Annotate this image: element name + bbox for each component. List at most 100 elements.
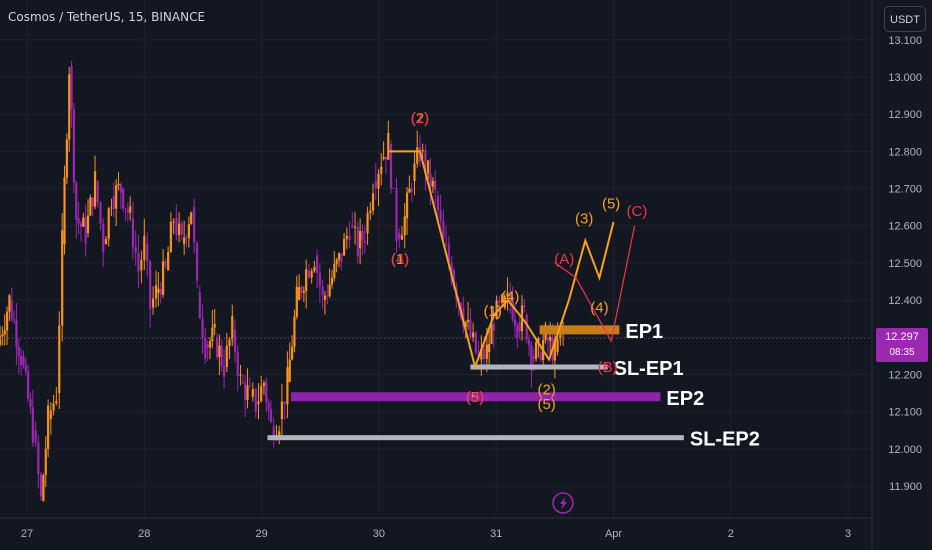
candle-body [122,188,125,209]
current-price-value: 12.297 [885,331,919,343]
candle-body [321,286,324,295]
x-tick-label: Apr [605,528,622,540]
candle-body [131,218,135,247]
candle-body [10,300,13,320]
x-tick-label: 29 [255,528,267,540]
candle-body [154,285,158,299]
candle-body [22,355,25,366]
lightning-icon [552,492,574,514]
candle-body [47,405,50,449]
x-tick-label: 31 [490,528,502,540]
candle-body [556,339,559,353]
symbol-title: Cosmos / TetherUS, 15, BINANCE [8,10,206,24]
candle-body [102,223,105,253]
candle-body [70,65,73,110]
candle-body [532,355,535,359]
candle-body [537,338,540,343]
candle-body [361,231,364,241]
candle-body [0,336,2,345]
candle-body [185,237,188,239]
candle-body [75,182,78,221]
candle-body [220,345,223,367]
candle-body [345,235,348,239]
candle-body [421,149,424,152]
candle-body [244,382,247,400]
candle-body [213,324,216,328]
candle-body [63,177,66,245]
candle-body [239,374,242,376]
candle-body [477,352,480,356]
candle-body [183,237,186,245]
candle-body [233,329,237,353]
candle-body [17,346,20,356]
candle-body [310,271,313,278]
candle-body [318,272,321,287]
level-label-ep2: EP2 [666,388,704,410]
candle-body [161,261,165,295]
wave-label: (4) [501,288,519,305]
candle-body [363,240,366,243]
candle-body [55,400,58,404]
candle-body [72,109,76,183]
candle-body [447,244,450,263]
candle-body [466,319,470,323]
y-tick-label: 12.000 [888,444,922,456]
candle-body [248,385,251,387]
wave-label: (A) [554,251,574,268]
candle-body [283,401,286,405]
candle-body [15,320,18,347]
candle-body [382,156,385,159]
candle-body [359,231,362,249]
wave-label: (1) [484,303,502,320]
candle-body [392,188,395,190]
wave-label: (1) [411,110,429,127]
candle-body [513,319,517,326]
candle-body [146,244,149,262]
candle-body [328,284,331,297]
candle-body [326,295,329,297]
candle-body [82,217,85,227]
candle-body [387,132,390,160]
y-tick-label: 12.600 [888,221,922,233]
level-label-sl-ep1: SL-EP1 [614,358,684,380]
candle-body [549,336,552,341]
candle-body [126,209,129,213]
candle-body [37,442,40,475]
candle-body [337,253,341,260]
candle-body [333,263,336,278]
candle-body [96,181,99,203]
candle-body [211,327,214,342]
candle-body [302,290,305,293]
candle-body [348,235,351,241]
wave-label: (5) [537,396,555,413]
candle-body [300,287,303,293]
candle-body [369,210,372,214]
candle-body [403,216,406,236]
currency-button[interactable]: USDT [884,6,926,32]
candle-body [8,295,11,312]
candle-body [169,221,172,253]
candle-body [429,173,432,187]
candle-body [503,296,506,308]
candle-body [117,183,120,186]
candle-body [559,329,562,340]
level-ep1 [539,325,620,335]
candle-body [523,305,526,308]
wave-label: (4) [391,251,409,268]
wave-label: (5) [602,195,620,212]
candle-body [34,430,37,443]
candle-body [27,371,30,400]
candle-body [527,339,531,346]
x-tick-label: 2 [728,528,734,540]
candle-body [442,220,445,239]
candle-body [431,180,434,187]
candle-body [110,207,113,209]
candle-body [413,163,416,182]
wave-label: (2) [537,381,555,398]
wave-label: (5) [466,389,484,406]
candle-body [534,342,538,359]
candle-body [44,448,47,476]
candle-body [389,143,393,189]
candle-body [472,332,475,338]
